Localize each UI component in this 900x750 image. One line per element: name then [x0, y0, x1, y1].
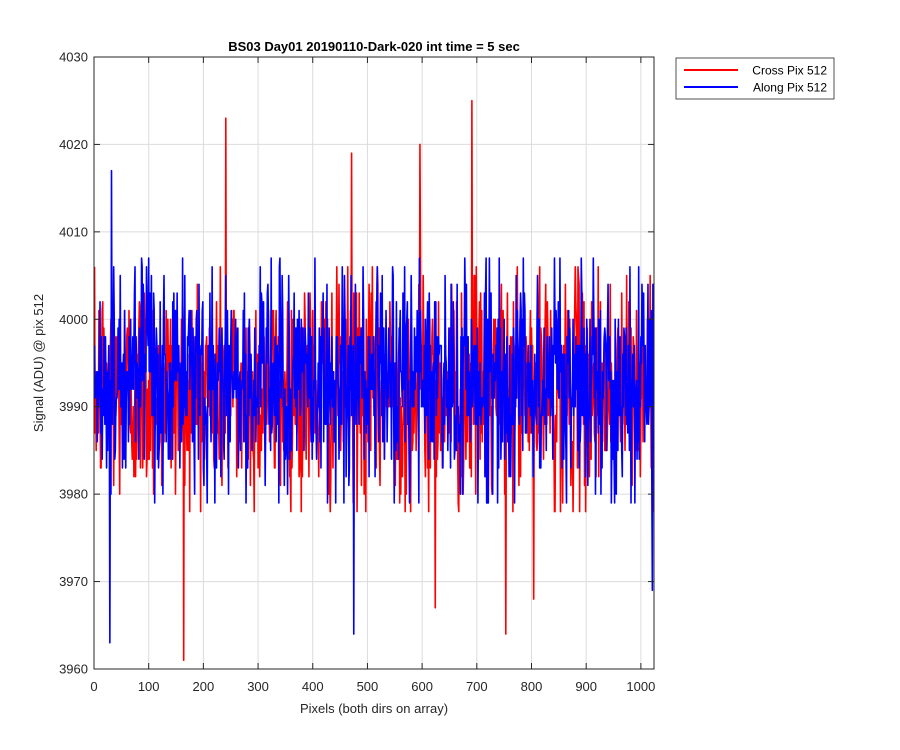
axes-box: [93, 56, 655, 670]
y-tick-label: 3970: [59, 574, 88, 589]
x-tick-label: 900: [575, 679, 597, 694]
x-tick-label: 0: [90, 679, 97, 694]
y-tick-label: 4000: [59, 312, 88, 327]
legend-label-cross: Cross Pix 512: [752, 64, 827, 78]
x-tick-label: 200: [193, 679, 215, 694]
y-tick-label: 4030: [59, 50, 88, 65]
legend-box: [675, 57, 835, 100]
y-tick-label: 4010: [59, 224, 88, 239]
y-axis-label: Signal (ADU) @ pix 512: [31, 294, 46, 432]
y-tick-label: 4020: [59, 137, 88, 152]
x-tick-label: 400: [302, 679, 324, 694]
x-tick-label: 1000: [626, 679, 655, 694]
y-tick-label: 3990: [59, 399, 88, 414]
x-tick-label: 800: [521, 679, 543, 694]
x-tick-label: 100: [138, 679, 160, 694]
chart-title: BS03 Day01 20190110-Dark-020 int time = …: [228, 39, 520, 54]
x-tick-label: 700: [466, 679, 488, 694]
x-tick-label: 500: [357, 679, 379, 694]
y-tick-label: 3980: [59, 487, 88, 502]
x-tick-label: 600: [411, 679, 433, 694]
axis-ticks: [93, 56, 654, 670]
series-line-along-pix-512: [94, 169, 654, 644]
y-tick-label: 3960: [59, 662, 88, 677]
series-layer: [94, 99, 654, 662]
legend[interactable]: Cross Pix 512 Along Pix 512: [675, 57, 835, 100]
legend-label-along: Along Pix 512: [753, 81, 827, 95]
tick-labels: 0 100 200 300 400 500 600 700 800 900 1000 3960 3970…: [59, 50, 655, 695]
x-tick-label: 300: [247, 679, 269, 694]
x-axis-label: Pixels (both dirs on array): [300, 701, 448, 716]
